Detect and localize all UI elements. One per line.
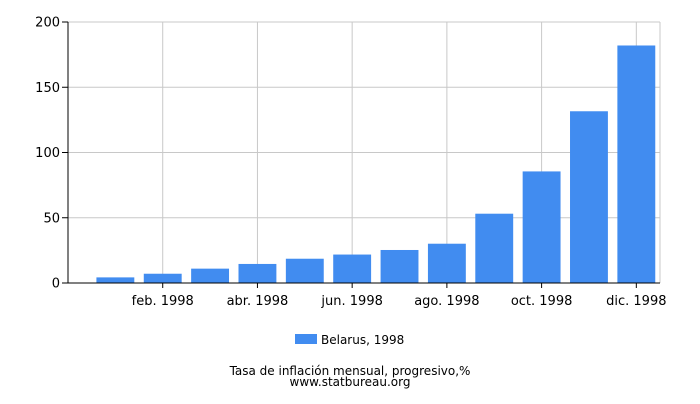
legend-swatch bbox=[295, 334, 317, 344]
bar bbox=[143, 273, 182, 283]
x-tick-label: feb. 1998 bbox=[132, 294, 194, 309]
x-tick-label: ago. 1998 bbox=[414, 294, 479, 309]
bar bbox=[427, 243, 466, 283]
y-tick-label: 150 bbox=[35, 81, 60, 96]
legend: Belarus, 1998 bbox=[295, 333, 404, 347]
bar bbox=[285, 258, 324, 283]
source-url: www.statbureau.org bbox=[290, 375, 411, 389]
bar bbox=[191, 268, 230, 283]
x-tick-label: abr. 1998 bbox=[227, 294, 289, 309]
bar bbox=[570, 111, 608, 284]
legend-label: Belarus, 1998 bbox=[321, 333, 404, 347]
bar bbox=[522, 171, 561, 283]
bar bbox=[617, 45, 656, 283]
y-tick-label: 100 bbox=[35, 146, 60, 161]
chart-caption: Tasa de inflación mensual, progresivo,% bbox=[229, 364, 471, 378]
x-tick-label: oct. 1998 bbox=[511, 294, 573, 309]
bars-layer bbox=[96, 45, 656, 284]
y-tick-label: 200 bbox=[35, 16, 60, 31]
y-tick-label: 0 bbox=[52, 277, 60, 292]
y-tick-label: 50 bbox=[43, 211, 60, 226]
x-tick-label: jun. 1998 bbox=[320, 294, 382, 309]
bar bbox=[96, 277, 135, 283]
bar bbox=[238, 263, 277, 283]
axis-layer: 0 50 100 150 200 feb. 1998 abr. 1998 jun. 1998 a… bbox=[35, 16, 666, 310]
x-tick-label: dic. 1998 bbox=[606, 294, 666, 309]
bar bbox=[380, 249, 419, 283]
bar bbox=[333, 254, 372, 283]
bar bbox=[475, 213, 514, 283]
